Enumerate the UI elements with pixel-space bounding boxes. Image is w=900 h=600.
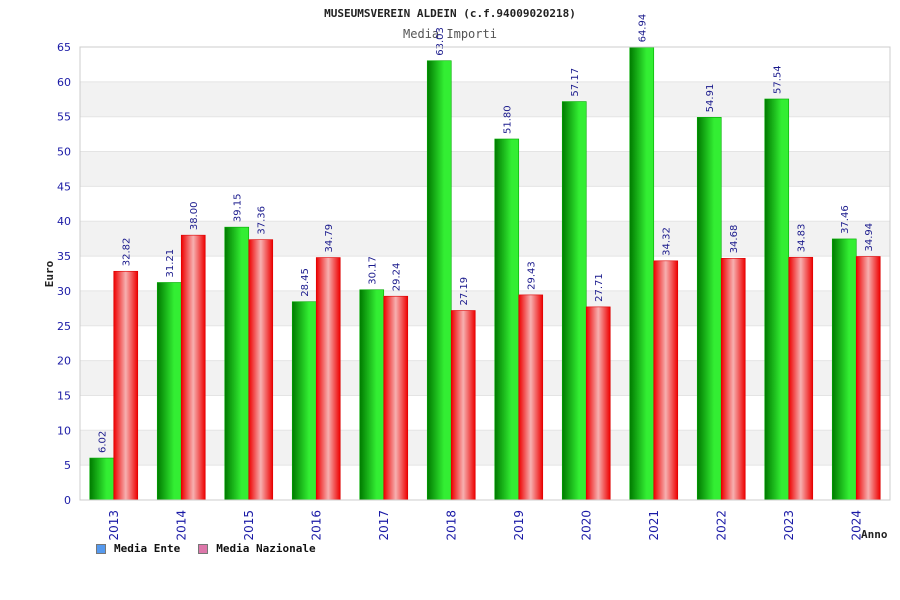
grid-band xyxy=(80,360,890,396)
data-label: 34.32 xyxy=(662,227,673,256)
data-label: 29.24 xyxy=(392,263,403,292)
x-tick-label: 2018 xyxy=(444,510,458,541)
data-label: 37.36 xyxy=(257,206,268,235)
y-tick-label: 65 xyxy=(57,41,71,54)
legend-item-ente: Media Ente xyxy=(96,542,180,555)
bar-ente xyxy=(359,289,385,501)
grid-band xyxy=(80,290,890,326)
x-tick-label: 2013 xyxy=(107,510,121,541)
x-tick-label: 2019 xyxy=(512,510,526,541)
x-tick-label: 2016 xyxy=(309,510,323,541)
x-tick-label: 2021 xyxy=(647,510,661,541)
data-label: 57.17 xyxy=(570,68,581,97)
y-tick-label: 20 xyxy=(57,355,71,368)
x-axis-label: Anno xyxy=(861,528,888,541)
x-axis-ticks: 2013 2014 2015 2016 2017 2018 2019 2020 2021 2022… xyxy=(107,510,864,541)
x-tick-label: 2017 xyxy=(377,510,391,541)
data-label: 51.80 xyxy=(503,105,514,134)
grid-band xyxy=(80,430,890,466)
bar-nazionale xyxy=(113,270,139,501)
legend-item-nazionale: Media Nazionale xyxy=(198,542,316,555)
y-axis-ticks: 0 5 10 15 20 25 30 35 40 45 50 55 60 65 xyxy=(57,41,71,507)
data-label: 27.71 xyxy=(594,273,605,302)
y-tick-label: 10 xyxy=(57,424,71,437)
bar-ente xyxy=(89,457,115,501)
data-label: 57.54 xyxy=(773,65,784,94)
y-tick-label: 60 xyxy=(57,76,71,89)
bar-nazionale xyxy=(450,310,476,501)
data-label: 63.03 xyxy=(435,27,446,56)
bar-ente xyxy=(831,238,857,501)
bar-ente xyxy=(561,101,587,501)
y-tick-label: 30 xyxy=(57,285,71,298)
legend-swatch-ente xyxy=(96,543,106,554)
bar-ente xyxy=(629,47,655,501)
bar-ente xyxy=(696,117,722,501)
x-tick-label: 2024 xyxy=(849,510,863,541)
bar-nazionale xyxy=(653,260,679,501)
legend-label-nazionale: Media Nazionale xyxy=(216,542,316,555)
data-label: 29.43 xyxy=(527,261,538,290)
bar-nazionale xyxy=(788,256,814,501)
bar-ente xyxy=(291,301,317,501)
data-label: 28.45 xyxy=(300,268,311,297)
data-label: 37.46 xyxy=(840,205,851,234)
bar-ente xyxy=(224,226,250,501)
y-tick-label: 45 xyxy=(57,180,71,193)
grid-band xyxy=(80,81,890,117)
grid-band xyxy=(80,151,890,187)
bar-ente xyxy=(156,282,182,501)
data-label: 30.17 xyxy=(368,256,379,285)
data-label: 64.94 xyxy=(638,14,649,43)
bar-nazionale xyxy=(315,257,341,501)
x-tick-label: 2023 xyxy=(782,510,796,541)
bar-ente xyxy=(764,98,790,501)
data-label: 34.83 xyxy=(797,224,808,253)
data-label: 34.94 xyxy=(864,223,875,252)
x-tick-label: 2015 xyxy=(242,510,256,541)
legend-swatch-nazionale xyxy=(198,543,209,554)
bar-nazionale xyxy=(585,306,611,501)
y-tick-label: 55 xyxy=(57,111,71,124)
bar-nazionale xyxy=(248,239,274,501)
bar-nazionale xyxy=(518,294,544,501)
x-tick-label: 2014 xyxy=(174,510,188,541)
chart-subtitle: Media Importi xyxy=(403,27,497,41)
bar-nazionale xyxy=(855,256,881,501)
grid-bands xyxy=(80,81,890,466)
y-tick-label: 40 xyxy=(57,215,71,228)
y-tick-label: 15 xyxy=(57,389,71,402)
x-tick-label: 2022 xyxy=(714,510,728,541)
y-tick-label: 25 xyxy=(57,320,71,333)
bar-nazionale xyxy=(180,234,206,501)
x-tick-label: 2020 xyxy=(579,510,593,541)
data-label: 31.21 xyxy=(165,249,176,278)
y-tick-label: 5 xyxy=(64,459,71,472)
data-label: 34.68 xyxy=(729,225,740,254)
data-label: 39.15 xyxy=(233,194,244,223)
data-label: 6.02 xyxy=(98,431,109,453)
grid-band xyxy=(80,221,890,257)
y-axis-label: Euro xyxy=(43,260,56,287)
y-tick-label: 50 xyxy=(57,146,71,159)
bars xyxy=(89,47,881,501)
legend: Media Ente Media Nazionale xyxy=(96,542,316,555)
legend-label-ente: Media Ente xyxy=(114,542,181,555)
data-label: 32.82 xyxy=(122,238,133,267)
data-label: 38.00 xyxy=(189,202,200,231)
bar-nazionale xyxy=(383,295,409,501)
chart-title: MUSEUMSVEREIN ALDEIN (c.f.94009020218) xyxy=(324,7,576,20)
plot-frame xyxy=(79,46,891,501)
data-labels: 6.02 32.82 31.21 38.00 39.15 37.36 28.45 34.79 3… xyxy=(98,14,876,453)
y-tick-label: 35 xyxy=(57,250,71,263)
bar-ente xyxy=(494,138,520,501)
data-label: 27.19 xyxy=(459,277,470,306)
bar-ente xyxy=(426,60,452,501)
y-tick-label: 0 xyxy=(64,494,71,507)
data-label: 54.91 xyxy=(705,84,716,113)
bar-nazionale xyxy=(720,258,746,501)
data-label: 34.79 xyxy=(324,224,335,253)
